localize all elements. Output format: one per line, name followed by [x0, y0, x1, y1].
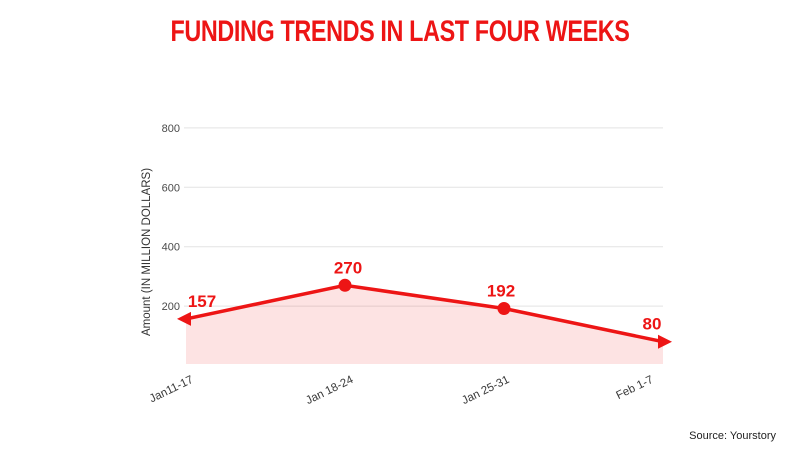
chart-title: FUNDING TRENDS IN LAST FOUR WEEKS — [170, 15, 630, 48]
gridlines — [184, 127, 663, 307]
area-fill — [186, 285, 663, 364]
x-category-label: Feb 1-7 — [614, 374, 655, 402]
y-tick-label: 400 — [162, 242, 180, 254]
data-value-label: 157 — [188, 292, 216, 311]
trend-line — [184, 283, 665, 344]
x-axis-category-labels: Jan11-17 Jan 18-24 Jan 25-31 Feb 1-7 — [148, 374, 656, 407]
y-axis-title: Amount (IN MILLION DOLLARS) — [141, 168, 153, 336]
x-category-label: Jan 25-31 — [460, 374, 511, 407]
x-category-label: Jan 18-24 — [304, 374, 356, 407]
data-value-labels: 157 270 192 80 — [188, 258, 662, 333]
y-axis-tick-labels: 200 400 600 800 — [162, 123, 180, 313]
data-value-label: 80 — [643, 315, 662, 334]
x-category-label: Jan11-17 — [148, 374, 196, 405]
data-point-marker-arrow-right — [658, 334, 672, 349]
data-point-marker-circle — [338, 278, 352, 292]
y-tick-label: 600 — [162, 182, 180, 194]
data-point-markers — [177, 278, 672, 349]
data-point-marker-circle — [497, 302, 511, 315]
data-value-label: 270 — [334, 258, 362, 277]
y-tick-label: 800 — [162, 123, 180, 135]
y-tick-label: 200 — [162, 301, 180, 313]
data-value-label: 192 — [487, 282, 515, 301]
source-attribution: Source: Yourstory — [689, 430, 776, 442]
data-point-marker-arrow-left — [177, 311, 191, 326]
